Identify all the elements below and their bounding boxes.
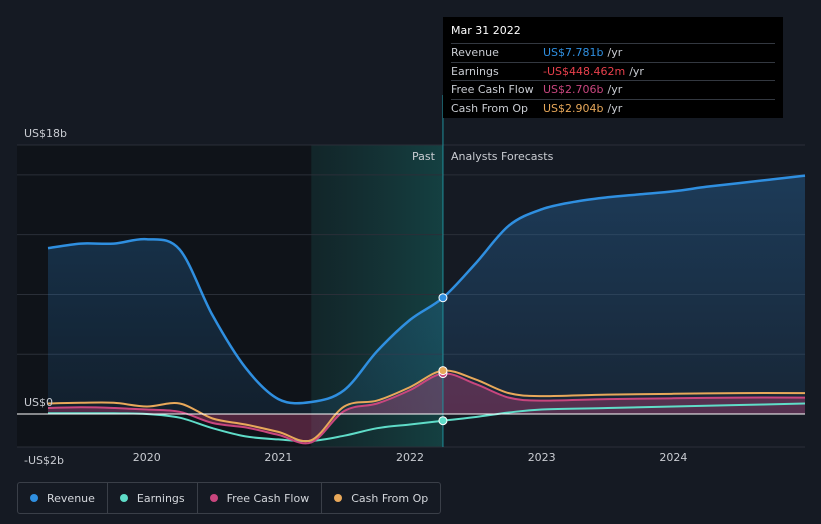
y-tick-label: US$0: [24, 396, 53, 409]
tooltip-unit: /yr: [607, 46, 623, 60]
legend-dot-icon: [119, 494, 128, 502]
forecast-label: Analysts Forecasts: [451, 150, 554, 163]
tooltip-row-free-cash-flow: Free Cash Flow US$2.706b /yr: [451, 80, 775, 99]
tooltip-label: Earnings: [451, 64, 499, 78]
legend-item-cash-from-op[interactable]: Cash From Op: [322, 483, 440, 513]
tooltip-unit: /yr: [629, 64, 644, 78]
revenue-area: [48, 175, 805, 414]
y-axis-labels: US$18b US$0 -US$2b: [24, 127, 67, 467]
tooltip-value: US$2.706b: [543, 83, 604, 97]
legend-label: Revenue: [47, 491, 95, 505]
legend-dot-icon: [209, 494, 218, 502]
x-tick-label: 2023: [528, 451, 556, 464]
legend-item-free-cash-flow[interactable]: Free Cash Flow: [198, 483, 323, 513]
tooltip-date: Mar 31 2022: [451, 24, 521, 37]
y-tick-label: US$18b: [24, 127, 67, 140]
tooltip-label: Free Cash Flow: [451, 83, 534, 97]
past-label: Past: [412, 150, 436, 163]
y-tick-label: -US$2b: [24, 454, 64, 467]
x-tick-label: 2021: [264, 451, 292, 464]
x-axis-labels: 2020 2021 2022 2023 2024: [133, 451, 688, 464]
legend-dot-icon: [30, 494, 38, 502]
x-tick-label: 2020: [133, 451, 161, 464]
revenue-marker: [438, 293, 448, 303]
x-tick-label: 2022: [396, 451, 424, 464]
revenue-line: [47, 174, 806, 405]
legend-label: Free Cash Flow: [226, 491, 310, 505]
legend-item-revenue[interactable]: Revenue: [18, 483, 108, 513]
tooltip-value: -US$448.462m: [543, 64, 626, 78]
tooltip-value: US$7.781b: [543, 46, 604, 60]
tooltip-label: Revenue: [451, 46, 499, 60]
cash-from-op-marker: [438, 366, 448, 376]
legend-dot-icon: [334, 494, 343, 502]
tooltip-row-revenue: Revenue US$7.781b /yr: [451, 43, 775, 62]
tooltip-value: US$2.904b: [543, 101, 604, 115]
cash-from-op-line: [47, 369, 806, 443]
free-cash-flow-line: [47, 372, 806, 445]
tooltip-unit: /yr: [607, 101, 623, 115]
earnings-marker: [438, 416, 448, 426]
tooltip-row-cash-from-op: Cash From Op US$2.904b /yr: [451, 98, 775, 118]
chart-legend: Revenue Earnings Free Cash Flow Cash Fro…: [17, 482, 442, 514]
tooltip-unit: /yr: [607, 83, 623, 97]
legend-item-earnings[interactable]: Earnings: [108, 483, 198, 513]
x-tick-label: 2024: [659, 451, 687, 464]
tooltip-row-earnings: Earnings -US$448.462m /yr: [451, 61, 775, 81]
legend-label: Earnings: [136, 491, 185, 505]
tooltip-label: Cash From Op: [451, 101, 529, 115]
tooltip-markers: [438, 293, 448, 426]
legend-label: Cash From Op: [351, 491, 429, 505]
data-tooltip: Mar 31 2022 Revenue US$7.781b /yr Earnin…: [443, 17, 783, 118]
